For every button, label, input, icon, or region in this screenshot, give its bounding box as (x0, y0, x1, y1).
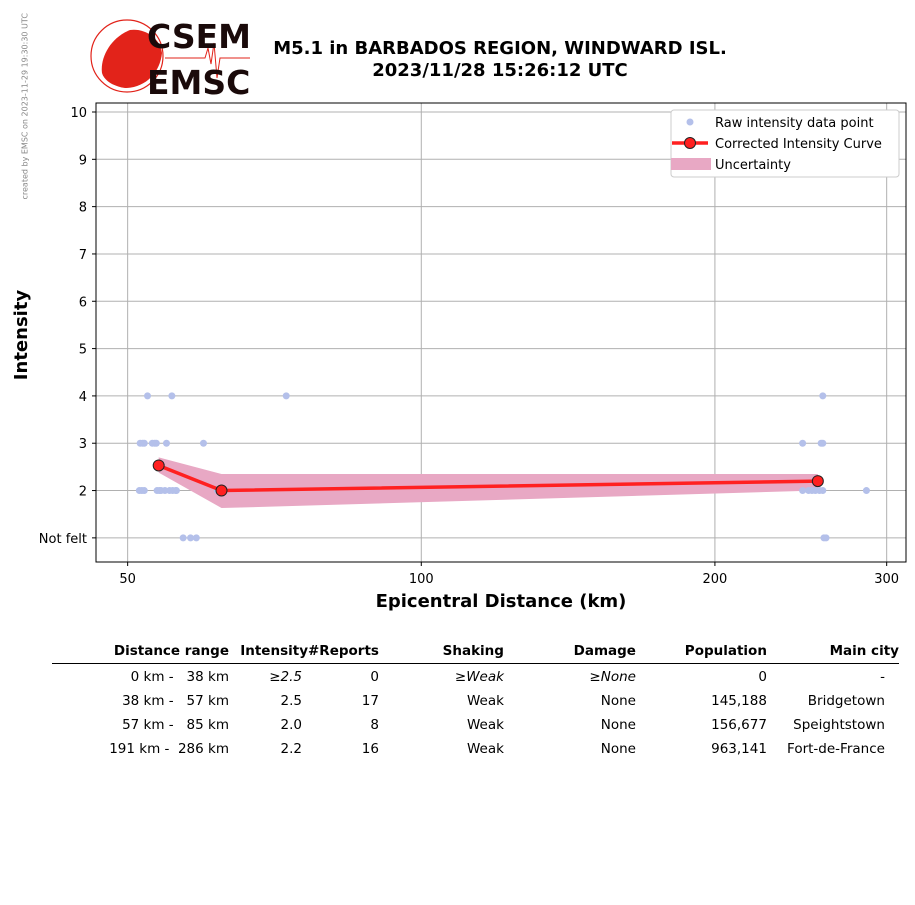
intensity-table: Distance range Intensity #Reports Shaking Da… (52, 641, 899, 760)
curve-point (152, 459, 165, 472)
table-cell: Weak (466, 741, 504, 757)
y-tick-label: 7 (79, 248, 87, 263)
legend-raw-marker (686, 118, 694, 126)
table-cell: - (880, 669, 885, 685)
curve-point (215, 484, 228, 497)
table-cell: None (600, 717, 636, 733)
y-tick-label: 6 (79, 295, 87, 310)
chart-title: M5.1 in BARBADOS REGION, WINDWARD ISL. 2… (250, 38, 750, 82)
title-line1: M5.1 in BARBADOS REGION, WINDWARD ISL. (273, 38, 727, 59)
raw-data-point (199, 439, 207, 447)
y-tick-label: 8 (79, 201, 87, 216)
raw-data-point (799, 487, 807, 495)
table-cell: Weak (466, 717, 504, 733)
raw-data-point (187, 534, 195, 542)
table-cell: None (600, 741, 636, 757)
legend-uncertainty-label: Uncertainty (715, 158, 791, 173)
raw-data-point (282, 392, 290, 400)
table-cell: Weak (466, 693, 504, 709)
table-row: 57 km - 85 km 2.0 8 Weak None 156,677 Speights… (52, 712, 899, 736)
table-cell: 191 km - 286 km (109, 741, 229, 757)
table-cell: None (600, 693, 636, 709)
raw-data-point (144, 392, 152, 400)
x-tick-label: 200 (703, 572, 728, 587)
table-cell: ≥Weak (454, 669, 504, 685)
table-cell: 0 (370, 669, 379, 685)
raw-data-point (152, 439, 160, 447)
table-cell: 38 km - 57 km (122, 693, 229, 709)
column-header: Distance range (52, 641, 229, 664)
uncertainty-band (158, 457, 818, 509)
legend-curve-label: Corrected Intensity Curve (715, 137, 882, 152)
raw-data-point (192, 534, 200, 542)
table-cell: 2.2 (280, 741, 302, 757)
raw-data-point (140, 487, 148, 495)
table-cell: 16 (361, 741, 379, 757)
raw-data-point (162, 439, 170, 447)
table-row: 191 km - 286 km 2.2 16 Weak None 963,141 Fort-… (52, 736, 899, 760)
legend-uncertainty-patch (671, 158, 711, 170)
table-cell: 2.0 (280, 717, 302, 733)
table-cell: Speightstown (793, 717, 885, 733)
y-tick-label: Not felt (39, 532, 87, 547)
raw-data-point (168, 392, 176, 400)
legend-box (670, 109, 900, 178)
x-tick-label: 100 (409, 572, 434, 587)
title-line2: 2023/11/28 15:26:12 UTC (372, 60, 628, 81)
emsc-logo: CSEM EMSC (90, 18, 251, 98)
column-header: Damage (503, 641, 636, 664)
y-tick-label: 9 (79, 153, 87, 168)
y-tick-label: 2 (79, 485, 87, 500)
column-header: #Reports (308, 641, 379, 664)
table-cell: 8 (370, 717, 379, 733)
y-axis-label: Intensity (11, 290, 32, 381)
y-tick-label: 4 (79, 390, 87, 405)
table-cell: ≥2.5 (269, 669, 302, 685)
plot-frame (95, 102, 907, 563)
x-tick-label: 300 (874, 572, 899, 587)
table-cell: Bridgetown (807, 693, 885, 709)
raw-data-point (819, 392, 827, 400)
table-cell: Fort-de-France (787, 741, 885, 757)
table-cell: 2.5 (280, 693, 302, 709)
raw-data-point (822, 534, 830, 542)
table-cell: 57 km - 85 km (122, 717, 229, 733)
column-header: Main city (766, 641, 899, 664)
table-cell: ≥None (589, 669, 636, 685)
column-header: Shaking (378, 641, 504, 664)
y-tick-label: 3 (79, 437, 87, 452)
raw-data-point (819, 439, 827, 447)
table-cell: 17 (361, 693, 379, 709)
raw-data-point (140, 439, 148, 447)
raw-data-point (819, 487, 827, 495)
legend-curve-marker (684, 137, 696, 149)
raw-data-point (179, 534, 187, 542)
y-tick-label: 10 (70, 106, 87, 121)
table-cell: 156,677 (711, 717, 767, 733)
table-cell: 0 km - 38 km (130, 669, 229, 685)
table-cell: 0 (758, 669, 767, 685)
raw-data-point (172, 487, 180, 495)
x-tick-label: 50 (119, 572, 136, 587)
table-row: 38 km - 57 km 2.5 17 Weak None 145,188 Bridget… (52, 688, 899, 712)
curve-point (811, 475, 824, 488)
column-header: Population (635, 641, 767, 664)
column-header: Intensity (229, 641, 308, 664)
y-tick-label: 5 (79, 343, 87, 358)
table-cell: 145,188 (711, 693, 767, 709)
logo-bottom: EMSC (147, 63, 250, 98)
logo-top: CSEM (147, 18, 251, 56)
raw-data-point (799, 439, 807, 447)
table-header-row: Distance range Intensity #Reports Shaking Da… (52, 641, 899, 664)
table-row: 0 km - 38 km ≥2.5 0 ≥Weak ≥None 0 - (52, 664, 899, 689)
legend-raw-label: Raw intensity data point (715, 116, 874, 131)
x-axis-label: Epicentral Distance (km) (376, 591, 627, 612)
intensity-chart: Not felt 2 3 4 5 6 7 8 9 10 50 100 200 300 Epicentral … (11, 102, 907, 612)
raw-data-point (862, 487, 870, 495)
table-cell: 963,141 (711, 741, 767, 757)
